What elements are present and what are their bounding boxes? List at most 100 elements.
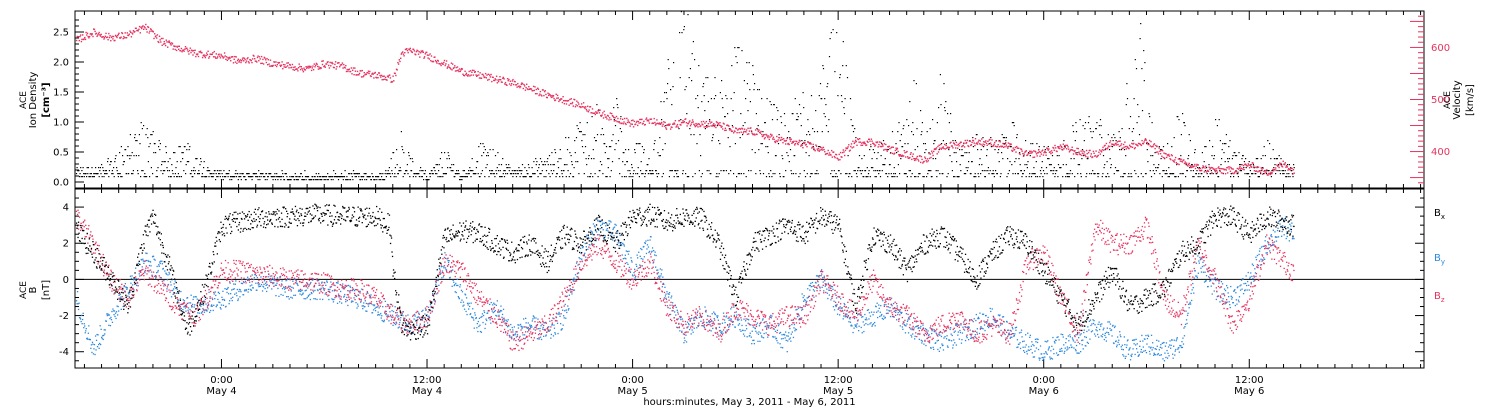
velocity-point	[939, 147, 941, 149]
density-point	[1134, 170, 1136, 172]
density-point	[158, 140, 160, 142]
velocity-point	[773, 138, 775, 140]
velocity-point	[1204, 167, 1206, 169]
density-point	[611, 161, 614, 163]
density-point	[593, 137, 596, 139]
velocity-point	[138, 28, 140, 30]
density-point	[989, 143, 991, 145]
density-point	[459, 179, 461, 181]
By-point	[360, 301, 362, 303]
density-point	[724, 116, 726, 118]
velocity-point	[294, 66, 296, 68]
velocity-point	[617, 117, 619, 120]
velocity-point	[999, 141, 1001, 143]
velocity-point	[464, 70, 466, 72]
velocity-point	[1011, 150, 1014, 152]
density-point	[668, 176, 670, 178]
density-point	[388, 167, 390, 169]
velocity-point	[859, 141, 862, 143]
By-point	[312, 291, 315, 293]
velocity-point	[692, 121, 694, 123]
By-point	[156, 265, 158, 268]
velocity-point	[1087, 156, 1089, 158]
velocity-point	[554, 99, 557, 101]
density-point	[530, 176, 533, 178]
density-point	[1150, 155, 1152, 157]
density-point	[884, 158, 886, 160]
velocity-point	[393, 80, 395, 82]
density-point	[1129, 176, 1131, 178]
velocity-point	[1274, 169, 1276, 171]
velocity-point	[206, 54, 209, 56]
velocity-point	[1035, 151, 1037, 153]
velocity-point	[963, 146, 966, 148]
velocity-point	[489, 74, 491, 76]
velocity-point	[605, 116, 607, 118]
velocity-point	[1229, 170, 1232, 172]
velocity-point	[1166, 156, 1168, 159]
density-point	[801, 140, 803, 142]
By-point	[394, 306, 396, 308]
velocity-point	[484, 76, 486, 78]
velocity-point	[854, 139, 857, 142]
velocity-point	[91, 33, 93, 35]
density-point	[1106, 161, 1108, 163]
velocity-point	[384, 78, 386, 80]
velocity-point	[428, 58, 431, 60]
density-point	[1102, 173, 1104, 175]
velocity-point	[457, 69, 459, 71]
By-point	[385, 310, 387, 313]
By-point	[125, 286, 127, 288]
By-point	[247, 291, 249, 293]
density-point	[1185, 176, 1187, 178]
velocity-point	[1269, 173, 1271, 176]
density-point	[932, 158, 934, 160]
density-point	[1291, 170, 1293, 172]
density-point	[1057, 164, 1060, 166]
y-tick-label-left: 1.5	[53, 88, 69, 99]
density-point	[1240, 164, 1242, 166]
velocity-point	[774, 140, 776, 143]
density-point	[1225, 134, 1227, 136]
velocity-point	[85, 31, 87, 34]
density-point	[578, 131, 581, 133]
velocity-point	[501, 81, 503, 83]
By-point	[168, 271, 170, 274]
velocity-point	[943, 147, 945, 150]
density-point	[107, 158, 109, 160]
density-point	[792, 173, 795, 175]
By-point	[343, 295, 345, 297]
density-point	[372, 176, 374, 178]
By-point	[263, 280, 266, 282]
density-point	[541, 161, 543, 163]
density-point	[733, 173, 735, 175]
By-point	[316, 298, 318, 301]
velocity-point	[888, 145, 890, 147]
density-point	[1094, 173, 1096, 175]
density-point	[688, 77, 690, 79]
density-point	[1161, 176, 1163, 178]
density-point	[99, 167, 101, 169]
density-point	[812, 128, 814, 130]
density-point	[614, 149, 616, 151]
density-point	[972, 137, 974, 139]
density-point	[771, 176, 773, 178]
density-point	[499, 176, 501, 178]
density-point	[189, 146, 191, 148]
density-point	[842, 65, 844, 67]
velocity-point	[1169, 158, 1171, 160]
velocity-point	[981, 138, 983, 140]
density-point	[296, 176, 298, 178]
velocity-point	[1050, 152, 1052, 155]
velocity-point	[1150, 140, 1152, 143]
By-point	[80, 320, 82, 323]
density-point	[780, 116, 782, 118]
velocity-point	[95, 32, 98, 34]
velocity-point	[587, 105, 589, 107]
By-point	[441, 277, 443, 279]
velocity-point	[286, 62, 288, 64]
By-point	[154, 259, 156, 261]
velocity-point	[942, 147, 944, 149]
velocity-point	[1279, 163, 1282, 166]
velocity-point	[1122, 143, 1125, 146]
